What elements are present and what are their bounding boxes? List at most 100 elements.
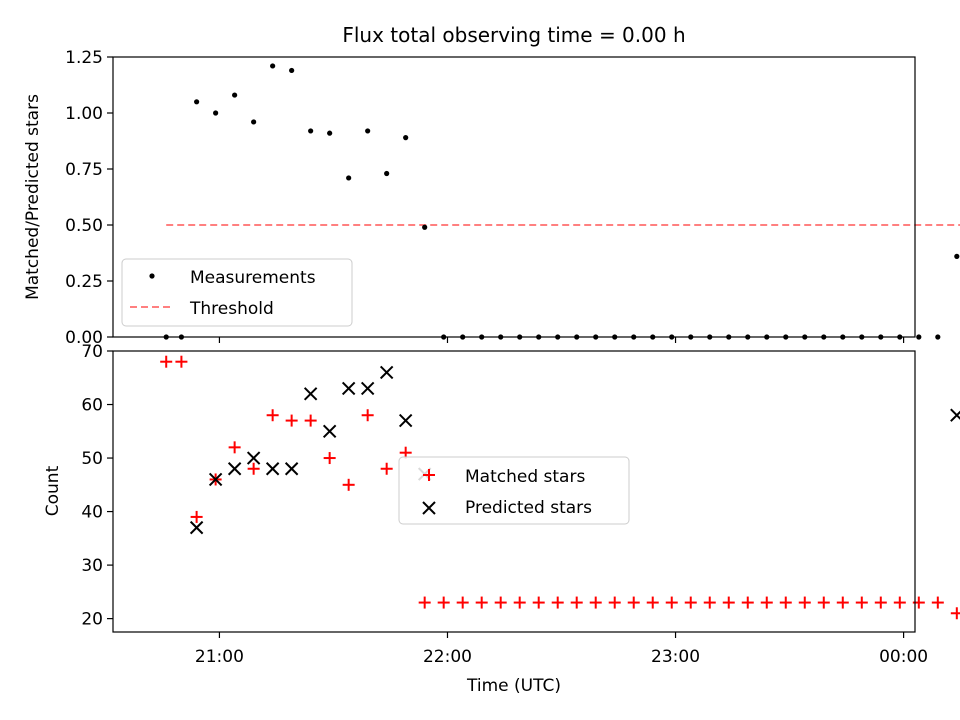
- measurement-point: [251, 119, 257, 125]
- matched-star-point: [950, 607, 960, 620]
- matched-star-point: [646, 596, 659, 609]
- matched-star-point: [247, 462, 260, 475]
- legend-predicted-stars-label: Predicted stars: [465, 498, 592, 518]
- matched-star-point: [722, 596, 735, 609]
- matched-star-point: [931, 596, 944, 609]
- matched-star-point: [323, 452, 336, 465]
- predicted-star-point: [189, 520, 204, 535]
- measurement-point: [327, 130, 333, 136]
- measurement-point: [289, 67, 295, 74]
- matched-star-point: [304, 414, 317, 427]
- predicted-star-point: [360, 381, 375, 396]
- matched-star-point: [551, 596, 564, 609]
- legend-threshold-label: Threshold: [189, 299, 274, 319]
- ratio-y-tick-label: 1.25: [65, 48, 103, 68]
- predicted-star-point: [950, 408, 960, 422]
- chart-title: Flux total observing time = 0.00 h: [342, 23, 685, 47]
- ratio-x-ticks: [218, 337, 905, 343]
- count-y-axis-label: Count: [43, 465, 63, 516]
- matched-star-point: [855, 596, 868, 609]
- x-tick-label: 23:00: [651, 647, 700, 667]
- matched-star-point: [798, 596, 811, 609]
- matched-star-point: [361, 409, 374, 422]
- predicted-star-point: [227, 462, 242, 476]
- matched-star-point: [285, 414, 298, 427]
- ratio-panel: 0.00 0.25 0.50 0.75 1.00 1.25 Matched/Predict…: [23, 48, 960, 348]
- measurement-point: [916, 334, 922, 340]
- x-axis-label: Time (UTC): [466, 676, 561, 696]
- count-legend-box: [398, 456, 630, 525]
- count-y-tick-label: 70: [81, 342, 103, 362]
- matched-star-point: [741, 596, 754, 609]
- measurement-point: [403, 135, 409, 141]
- legend-measurements-label: Measurements: [190, 268, 316, 288]
- matched-star-point: [456, 596, 469, 609]
- measurement-point: [935, 334, 941, 340]
- predicted-stars-legend-marker: [422, 501, 436, 515]
- ratio-y-ticks: 0.00 0.25 0.50 0.75 1.00 1.25: [65, 48, 113, 348]
- matched-star-point: [380, 462, 393, 475]
- matched-star-point: [228, 441, 241, 454]
- x-tick-label: 00:00: [879, 647, 928, 667]
- predicted-star-point: [398, 413, 413, 428]
- matched-star-point: [570, 596, 583, 609]
- matched-star-point: [703, 596, 716, 609]
- x-tick-label: 21:00: [195, 647, 244, 667]
- matched-star-point: [175, 355, 188, 368]
- matched-star-point: [760, 596, 773, 609]
- matched-star-point: [874, 596, 887, 609]
- ratio-y-tick-label: 0.50: [65, 216, 103, 236]
- matched-star-point: [684, 596, 697, 609]
- matched-star-point: [893, 596, 906, 609]
- matched-star-point: [513, 596, 526, 609]
- ratio-y-axis-label: Matched/Predicted stars: [23, 94, 43, 300]
- matched-star-point: [779, 596, 792, 609]
- matched-star-point: [817, 596, 830, 609]
- count-y-tick-label: 60: [81, 396, 103, 416]
- matched-star-point: [342, 478, 355, 491]
- measurements-legend-marker: [149, 273, 155, 279]
- matched-star-point: [627, 596, 640, 609]
- measurement-point: [346, 175, 352, 181]
- ratio-panel-frame: [112, 56, 916, 338]
- matched-star-point: [836, 596, 849, 609]
- predicted-star-point: [341, 381, 356, 396]
- ratio-y-tick-label: 0.00: [65, 328, 103, 348]
- count-y-tick-label: 40: [81, 503, 103, 523]
- ratio-y-tick-label: 0.25: [65, 272, 103, 292]
- predicted-star-point: [208, 472, 223, 487]
- predicted-star-point: [322, 424, 337, 438]
- ratio-y-tick-label: 1.00: [65, 104, 103, 124]
- ratio-legend-box: [121, 258, 353, 327]
- measurement-point: [384, 170, 390, 177]
- count-legend: Matched stars Predicted stars: [398, 456, 630, 525]
- matched-star-point: [494, 596, 507, 609]
- predicted-star-point: [265, 462, 280, 476]
- matched-star-point: [665, 596, 678, 609]
- measurement-point: [422, 224, 428, 230]
- matched-star-point: [589, 596, 602, 609]
- matched-star-point: [160, 355, 173, 368]
- matched-star-point: [266, 409, 279, 422]
- matched-star-point: [437, 596, 450, 609]
- measurement-point: [270, 63, 276, 69]
- predicted-star-point: [303, 387, 318, 401]
- matched-star-point: [190, 510, 203, 523]
- ratio-marks: [163, 63, 960, 340]
- measurement-point: [232, 92, 238, 98]
- matched-star-point: [475, 596, 488, 609]
- count-panel-frame: [112, 350, 916, 633]
- measurement-point: [213, 110, 219, 116]
- predicted-star-point: [246, 451, 261, 465]
- x-tick-label: 22:00: [423, 647, 472, 667]
- measurement-point: [954, 253, 960, 259]
- matched-star-point: [532, 596, 545, 609]
- predicted-star-point: [284, 462, 299, 476]
- matched-star-point: [608, 596, 621, 609]
- measurement-point: [365, 128, 371, 134]
- count-y-tick-label: 50: [81, 449, 103, 469]
